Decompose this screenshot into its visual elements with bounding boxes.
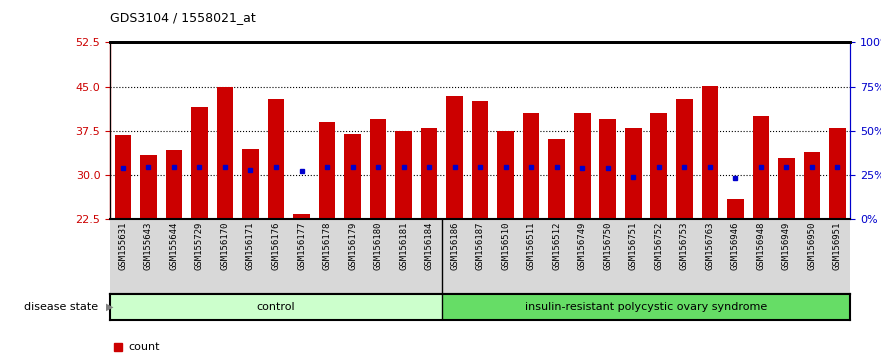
Bar	[217, 87, 233, 219]
Text: GSM156184: GSM156184	[425, 222, 433, 270]
Bar	[650, 113, 667, 219]
Bar	[421, 128, 437, 219]
Bar	[242, 149, 259, 219]
Bar	[829, 128, 846, 219]
Text: control: control	[256, 302, 295, 312]
Bar	[778, 158, 795, 219]
Text: GSM156187: GSM156187	[476, 222, 485, 270]
Bar	[396, 131, 412, 219]
Text: GSM156750: GSM156750	[603, 222, 612, 270]
Text: GSM156753: GSM156753	[680, 222, 689, 270]
Bar	[344, 134, 361, 219]
Bar	[191, 107, 208, 219]
Bar	[599, 119, 616, 219]
Text: disease state: disease state	[24, 302, 101, 312]
Text: GSM156510: GSM156510	[501, 222, 510, 270]
Text: GSM155631: GSM155631	[118, 222, 128, 270]
Bar	[676, 98, 692, 219]
Text: GSM156170: GSM156170	[220, 222, 229, 270]
Text: GSM155729: GSM155729	[195, 222, 204, 270]
Text: GDS3104 / 1558021_at: GDS3104 / 1558021_at	[110, 11, 255, 24]
Text: GSM156180: GSM156180	[374, 222, 382, 270]
Bar	[115, 135, 131, 219]
Bar	[268, 98, 285, 219]
Text: GSM155643: GSM155643	[144, 222, 153, 270]
Bar	[752, 116, 769, 219]
Text: GSM156177: GSM156177	[297, 222, 306, 270]
Text: GSM156511: GSM156511	[527, 222, 536, 270]
Text: GSM156749: GSM156749	[578, 222, 587, 270]
Text: GSM156171: GSM156171	[246, 222, 255, 270]
Bar	[472, 102, 488, 219]
Text: count: count	[129, 342, 160, 352]
Text: GSM156181: GSM156181	[399, 222, 408, 270]
Bar	[548, 139, 565, 219]
Text: GSM156751: GSM156751	[629, 222, 638, 270]
Text: GSM156186: GSM156186	[450, 222, 459, 270]
Bar	[523, 113, 539, 219]
Bar	[701, 86, 718, 219]
Text: GSM156948: GSM156948	[757, 222, 766, 270]
Bar	[370, 119, 387, 219]
Text: insulin-resistant polycystic ovary syndrome: insulin-resistant polycystic ovary syndr…	[525, 302, 767, 312]
Text: GSM156946: GSM156946	[731, 222, 740, 270]
Text: GSM155644: GSM155644	[169, 222, 179, 270]
Text: GSM156176: GSM156176	[271, 222, 280, 270]
Text: GSM156951: GSM156951	[833, 222, 842, 270]
Bar	[110, 294, 442, 320]
Bar	[293, 213, 310, 219]
Text: GSM156179: GSM156179	[348, 222, 357, 270]
Text: GSM156178: GSM156178	[322, 222, 331, 270]
Text: GSM156949: GSM156949	[781, 222, 791, 270]
Text: GSM156950: GSM156950	[807, 222, 817, 270]
Bar	[727, 199, 744, 219]
Bar	[803, 152, 820, 219]
Text: GSM156512: GSM156512	[552, 222, 561, 270]
Bar	[319, 122, 336, 219]
Bar	[166, 150, 182, 219]
Text: GSM156752: GSM156752	[655, 222, 663, 270]
Text: ▶: ▶	[106, 302, 114, 312]
Bar	[140, 155, 157, 219]
Bar	[574, 113, 590, 219]
Bar	[625, 128, 641, 219]
Bar	[498, 131, 514, 219]
Bar	[442, 294, 850, 320]
Text: GSM156763: GSM156763	[706, 222, 714, 270]
Bar	[447, 96, 463, 219]
